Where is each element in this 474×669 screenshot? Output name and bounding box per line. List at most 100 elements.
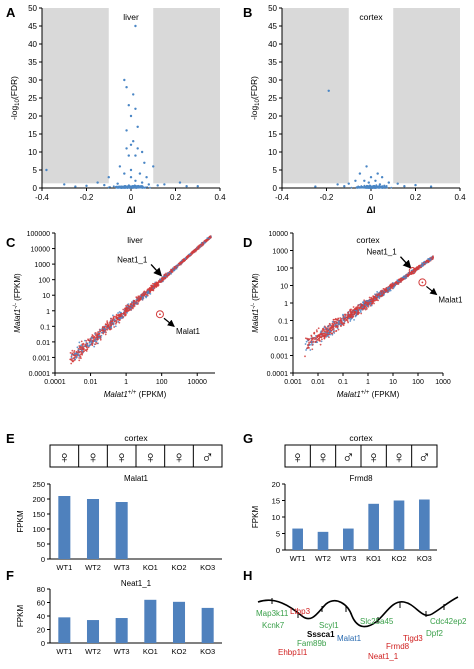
data-point [96, 342, 98, 345]
data-point [111, 322, 114, 325]
data-point [333, 330, 335, 333]
y-axis-label: FPKM [251, 506, 260, 529]
data-point [126, 309, 129, 312]
data-point [70, 356, 73, 359]
bar-KO2 [393, 500, 405, 550]
data-point [383, 293, 385, 296]
data-point [124, 314, 127, 317]
data-point [99, 328, 102, 331]
y-tick-label: 40 [268, 40, 277, 49]
data-point [141, 294, 144, 297]
data-point-background [374, 185, 377, 188]
data-point [109, 317, 112, 320]
data-point [363, 306, 366, 308]
male-symbol: ♂ [342, 448, 355, 467]
y-tick-label: 50 [37, 540, 45, 549]
data-point [161, 278, 164, 281]
data-point-background [131, 186, 134, 189]
y-tick-label: 5 [276, 530, 280, 539]
data-point [194, 248, 197, 251]
data-point [178, 181, 182, 184]
data-point [311, 339, 313, 341]
data-point [118, 321, 121, 324]
x-tick-label: 0.4 [214, 193, 226, 202]
data-point [128, 305, 131, 308]
data-point [147, 292, 149, 295]
data-point [345, 319, 348, 321]
data-point [316, 341, 318, 344]
data-point [127, 309, 130, 312]
data-point [106, 320, 109, 323]
y-tick-label: 20 [272, 480, 280, 489]
gene-label-sssca1: Sssca1 [307, 630, 335, 639]
data-point [90, 341, 93, 344]
data-point [77, 350, 80, 353]
data-point [88, 344, 91, 347]
data-point-background [113, 185, 115, 188]
data-point [140, 181, 144, 184]
data-point [377, 295, 380, 298]
y-tick-label: 60 [37, 599, 45, 608]
female-symbol: ♀ [58, 448, 71, 467]
data-point-background [358, 185, 360, 188]
data-point [376, 172, 379, 175]
data-point [136, 125, 139, 128]
data-point [427, 260, 430, 262]
data-point [82, 346, 85, 349]
malat1-label: Malat1 [176, 327, 201, 336]
bar-chart-malat1: cortex ♀ ♀ ♀ ♀ ♀ ♂ 0 50 100 150 200 250 WT1 WT2 WT3 KO1 K… [16, 433, 223, 572]
data-point [125, 129, 128, 132]
shaded-region-0 [42, 8, 109, 184]
y-tick-label: 35 [28, 58, 37, 67]
data-point [343, 316, 346, 319]
data-point-background [363, 184, 366, 187]
volcano-plot-liver: 0 5 10 15 20 25 30 35 40 45 50 -0.4 -0.2 0 0.2 0.4 liver… [9, 4, 226, 215]
panel-letter-A: A [6, 5, 16, 20]
bar-WT1 [58, 496, 71, 559]
data-point [117, 312, 119, 314]
data-point [170, 270, 173, 273]
bar-WT2 [86, 499, 100, 559]
data-point [418, 266, 421, 269]
data-point [366, 305, 369, 308]
data-point [331, 322, 334, 325]
data-point [87, 339, 90, 342]
data-point [321, 334, 324, 336]
data-point [184, 257, 187, 260]
chart-title: cortex [356, 235, 380, 245]
gene-label-ltbp3: Ltbp3 [290, 607, 311, 616]
data-point [421, 263, 424, 266]
data-point [324, 326, 327, 329]
data-point [127, 303, 130, 306]
shaded-region-0 [282, 8, 349, 184]
data-point [394, 283, 397, 286]
data-point-background [371, 186, 374, 189]
data-point [111, 320, 114, 322]
gene-label-malat1: Malat1 [337, 634, 362, 643]
y-tick-label: 100 [276, 266, 288, 273]
data-point [383, 288, 386, 290]
data-point [168, 272, 170, 275]
data-point [156, 184, 159, 187]
y-tick-label: 10 [280, 284, 288, 291]
data-point [107, 176, 110, 179]
data-point [98, 332, 101, 335]
x-tick-label: KO3 [200, 563, 215, 572]
bar-KO1 [144, 599, 157, 643]
data-point [333, 320, 336, 323]
data-point [78, 359, 81, 362]
data-point [114, 322, 117, 325]
data-point [71, 349, 74, 352]
data-point [134, 179, 137, 182]
data-point [368, 296, 371, 299]
data-point [75, 355, 78, 358]
data-point-background [360, 186, 363, 188]
data-point [323, 337, 326, 340]
data-point [104, 325, 107, 328]
data-point-background [141, 187, 144, 189]
data-point [70, 359, 73, 362]
data-point [177, 263, 180, 266]
y-axis-label: FPKM [16, 510, 25, 533]
data-point [370, 304, 373, 307]
data-point-background [115, 186, 118, 189]
